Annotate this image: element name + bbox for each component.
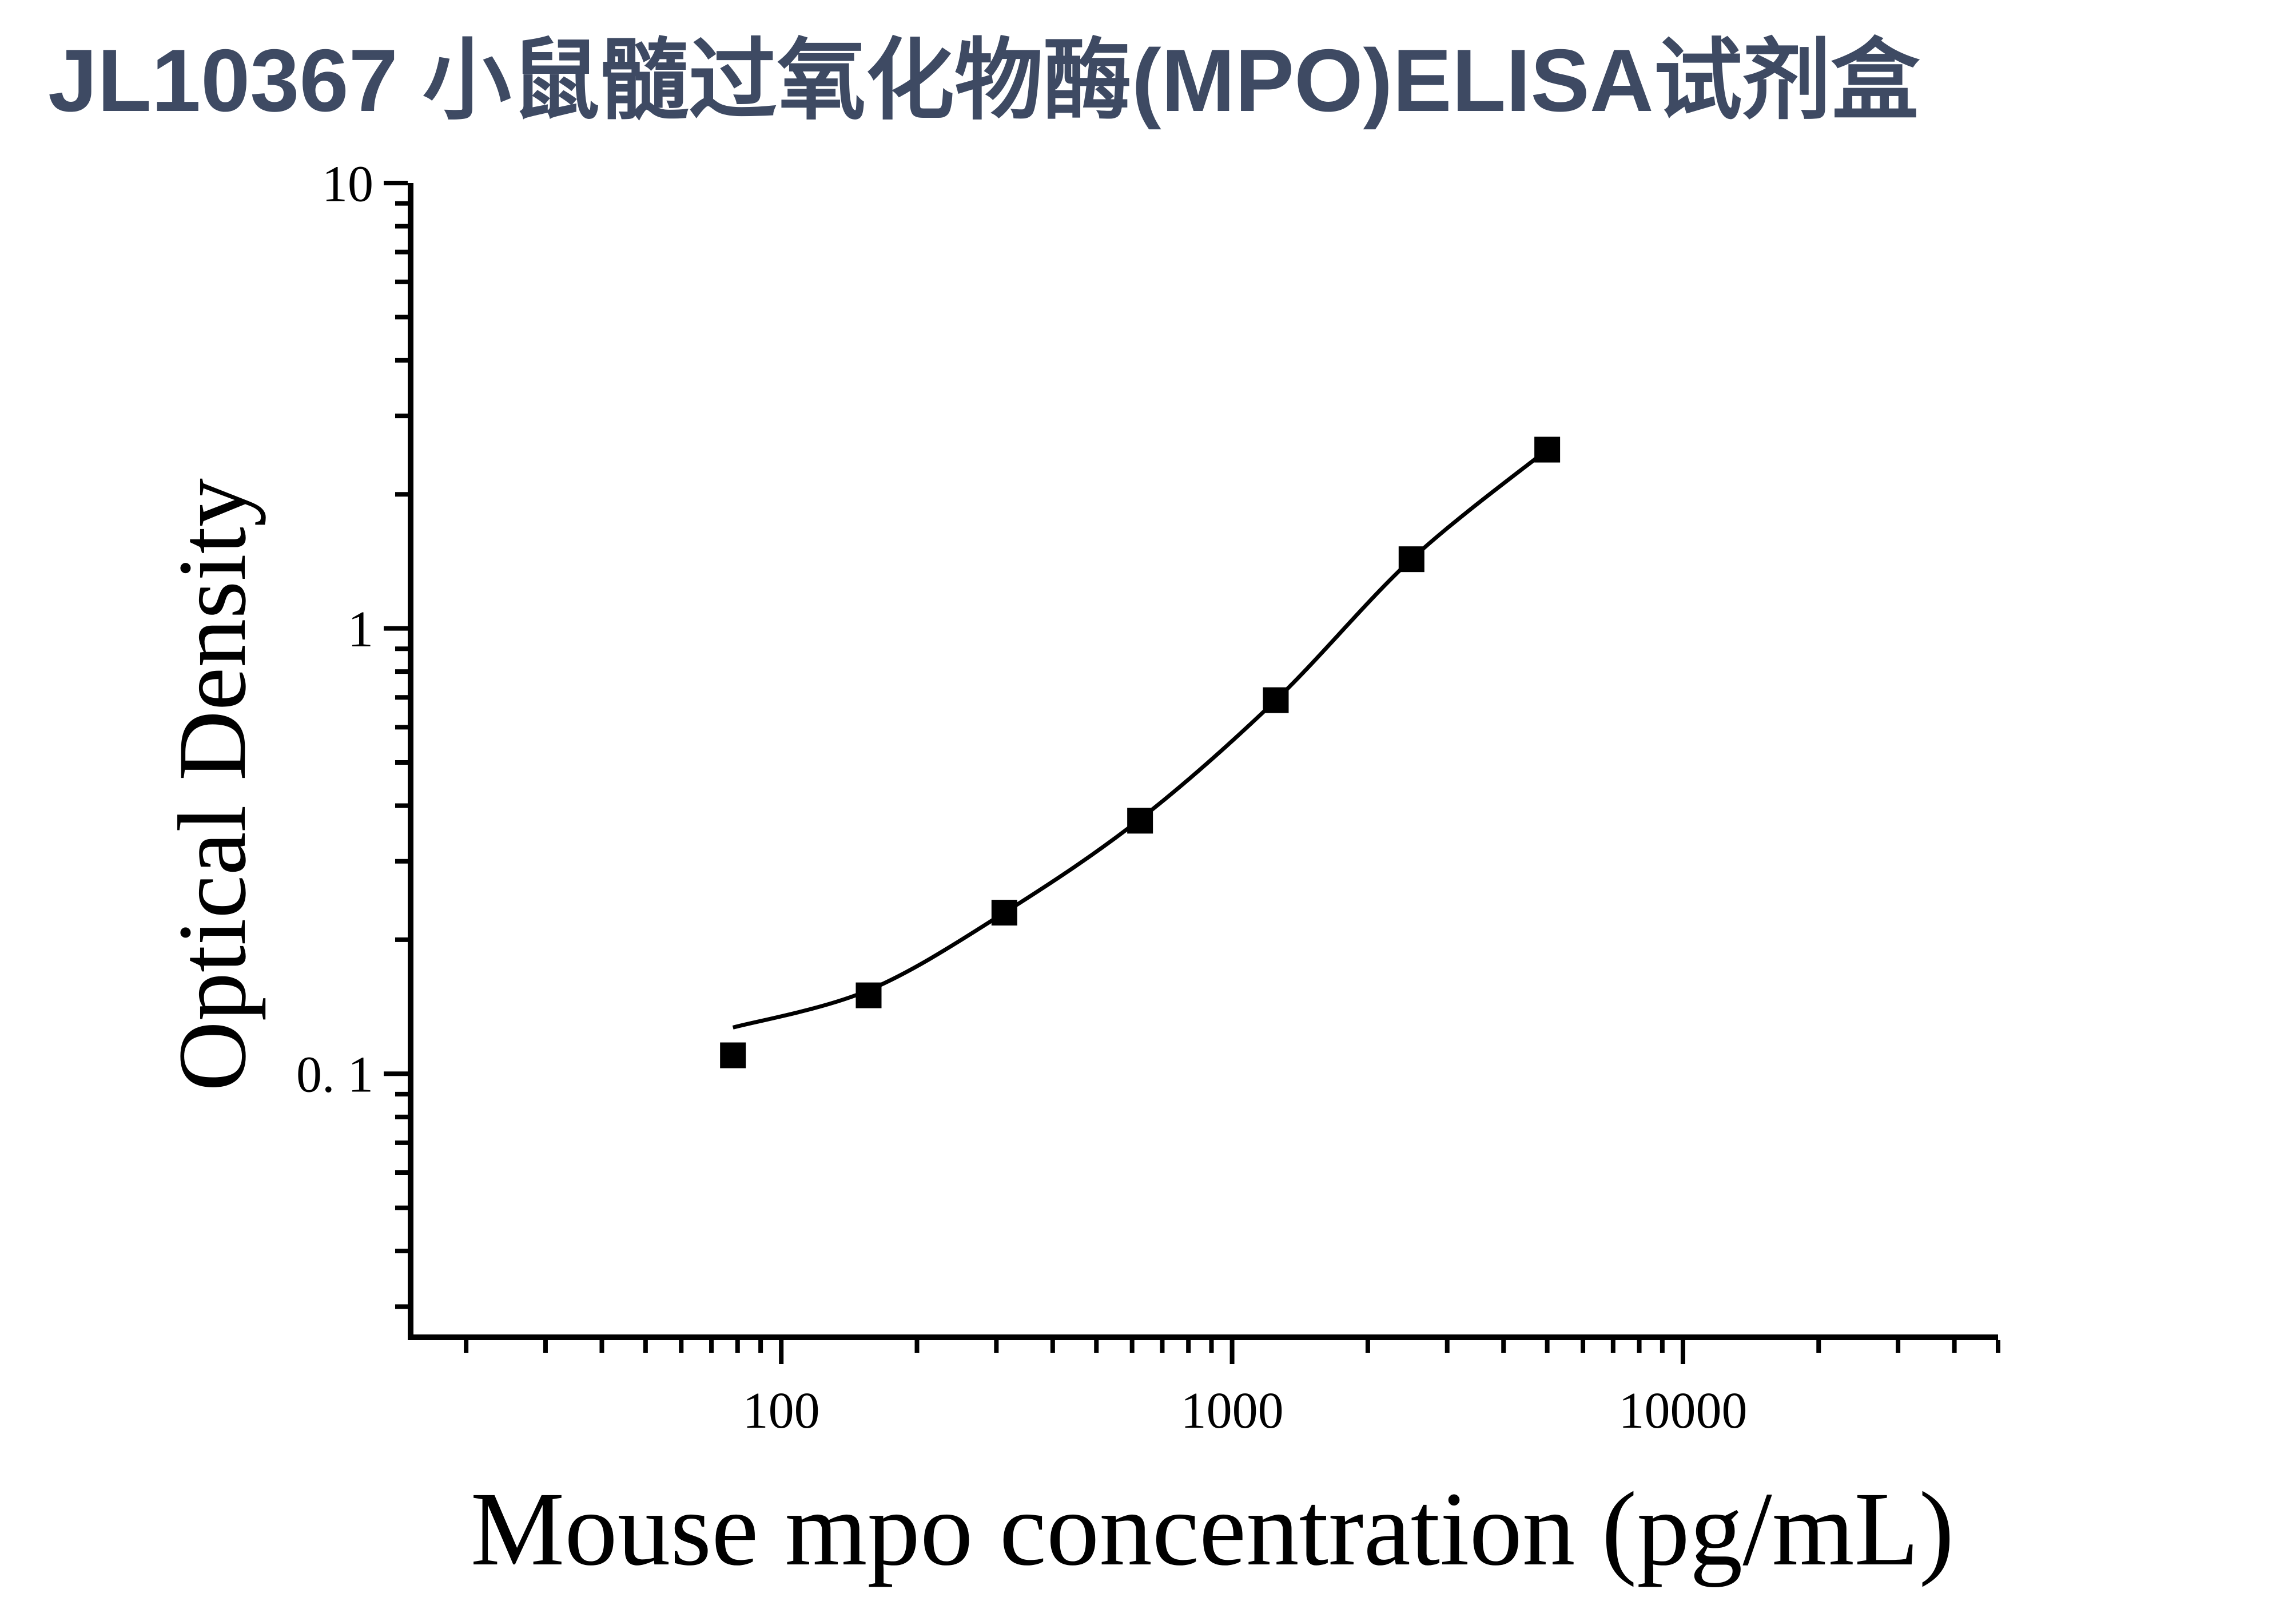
- y-axis-label: Optical Density: [158, 478, 266, 1091]
- x-tick-label: 100: [743, 1382, 820, 1439]
- data-point-marker: [720, 1042, 746, 1068]
- y-tick-label: 10: [322, 156, 373, 213]
- x-tick-label: 1000: [1181, 1382, 1284, 1439]
- x-tick-label: 10000: [1618, 1382, 1747, 1439]
- data-point-marker: [991, 900, 1017, 926]
- y-tick-label: 1: [348, 601, 373, 658]
- data-point-marker: [1534, 436, 1561, 463]
- y-axis-ticks: 10 1 0. 1: [296, 156, 408, 1309]
- data-point-markers: [720, 436, 1561, 1068]
- fit-curve: [732, 448, 1549, 1030]
- x-axis-label: Mouse mpo concentration (pg/mL): [471, 1471, 1955, 1588]
- data-point-marker: [1127, 808, 1153, 834]
- data-point-marker: [1398, 546, 1424, 573]
- data-point-marker: [1263, 687, 1289, 713]
- data-point-marker: [855, 982, 882, 1008]
- x-axis-ticks: 100 1000 10000: [464, 1340, 2000, 1439]
- y-tick-label: 0. 1: [296, 1047, 373, 1103]
- figure-title: JL10367 小鼠髓过氧化物酶(MPO)ELISA试剂盒: [48, 31, 1920, 130]
